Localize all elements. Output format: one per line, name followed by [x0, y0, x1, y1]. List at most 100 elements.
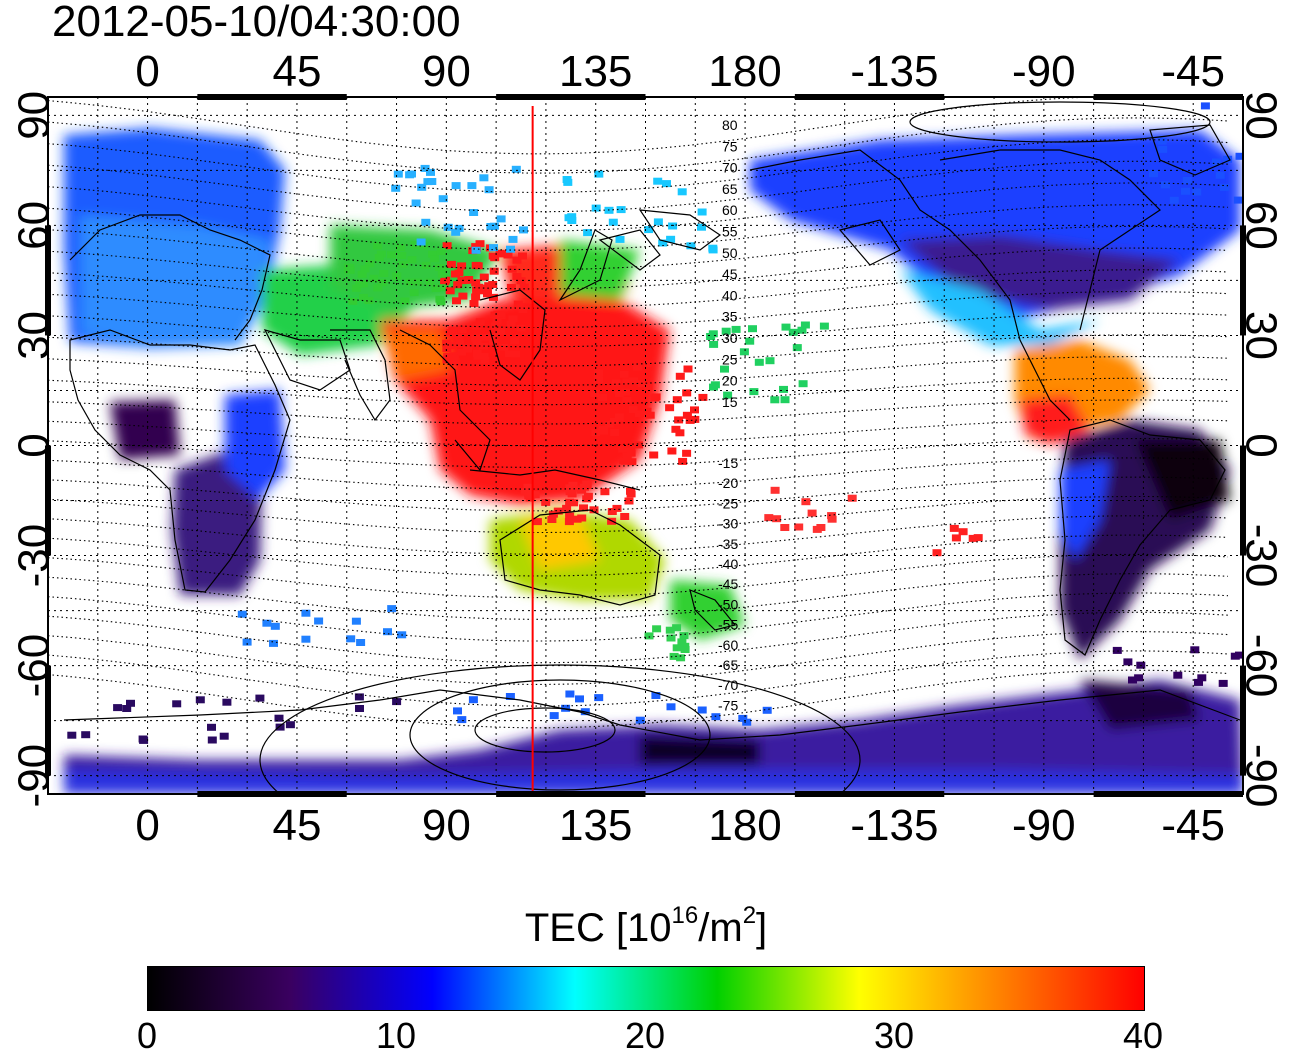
- tec-cell: [549, 712, 559, 720]
- tec-cell: [675, 429, 685, 437]
- contour-label: 40: [722, 287, 738, 303]
- tec-cell: [788, 328, 798, 336]
- tec-cell: [357, 270, 367, 278]
- tec-cell: [413, 278, 422, 286]
- tec-cell: [567, 217, 577, 224]
- tec-cell: [622, 396, 632, 404]
- contour-label: 55: [722, 224, 738, 240]
- tec-cell: [665, 404, 675, 412]
- tec-cell: [207, 723, 216, 731]
- tec-cell: [770, 486, 780, 494]
- contour-line: [48, 312, 1229, 348]
- tec-cell: [698, 393, 708, 401]
- colorbar-tick-label: 30: [873, 1015, 915, 1056]
- tec-cell: [742, 718, 752, 726]
- tec-cell: [745, 337, 755, 345]
- tec-cell: [626, 487, 635, 495]
- contour-label: 50: [722, 245, 738, 261]
- tec-cell: [416, 238, 426, 246]
- y-tick-label-left: -90: [9, 744, 58, 808]
- tec-cell: [505, 693, 515, 700]
- tec-cell: [373, 284, 383, 292]
- tec-cell: [690, 406, 699, 414]
- tec-cell: [611, 379, 621, 387]
- tec-cell: [219, 732, 229, 740]
- tec-cell: [622, 452, 632, 460]
- contour-line: [48, 247, 1229, 290]
- contour-line: [48, 139, 1229, 193]
- tec-cell: [393, 170, 403, 178]
- tec-cell: [242, 638, 252, 646]
- contour-line: [48, 495, 1229, 534]
- tec-cell: [425, 278, 435, 286]
- tec-cell: [472, 338, 482, 346]
- tec-cell: [672, 624, 682, 632]
- tec-cell: [800, 321, 810, 329]
- tec-cell: [958, 528, 968, 536]
- tec-cell: [489, 222, 499, 230]
- tec-cell: [541, 498, 551, 506]
- tec-cell: [1123, 658, 1133, 666]
- tec-cell: [360, 265, 370, 273]
- tec-cell: [443, 352, 453, 360]
- tec-cell: [561, 704, 571, 712]
- tec-cell: [680, 642, 690, 650]
- contour-label: 75: [722, 138, 738, 154]
- tec-cell: [387, 605, 397, 613]
- tec-cell: [525, 494, 535, 502]
- tec-cell: [423, 178, 433, 186]
- tec-cell: [458, 292, 468, 300]
- tec-cell: [396, 244, 406, 252]
- tec-cell: [622, 378, 632, 386]
- tec-cell: [471, 334, 481, 342]
- contour-line: [48, 534, 1229, 577]
- tec-cell: [676, 654, 686, 662]
- tec-cell: [816, 524, 826, 531]
- tec-cell: [627, 458, 637, 466]
- tec-cell: [662, 180, 671, 188]
- tec-cell: [469, 209, 479, 216]
- x-tick-label-top: -90: [1012, 47, 1076, 96]
- tec-cell: [421, 261, 431, 269]
- tec-cell: [608, 218, 618, 226]
- tec-cell: [449, 358, 459, 366]
- tec-cell: [506, 245, 515, 253]
- tec-cell: [489, 244, 498, 252]
- tec-cell: [493, 310, 503, 318]
- contour-line: [48, 290, 1229, 329]
- x-tick-label-top: 180: [708, 47, 781, 96]
- contour-label: 15: [722, 394, 738, 410]
- tec-cell: [445, 287, 455, 295]
- tec-cell: [666, 235, 676, 243]
- contour-line: [48, 117, 1229, 174]
- tec-cell: [1134, 674, 1144, 682]
- y-tick-label-right: 60: [1237, 201, 1286, 250]
- tec-colorbar: [147, 966, 1145, 1011]
- tec-cell: [510, 337, 520, 345]
- tec-cell: [642, 407, 652, 415]
- tec-cell: [634, 410, 644, 418]
- tec-cell: [301, 635, 311, 643]
- map-timestamp: 2012-05-10/04:30:00: [52, 0, 461, 46]
- tec-data-layer: [64, 102, 1243, 794]
- tec-cell: [697, 223, 706, 231]
- tec-cell: [519, 226, 528, 234]
- tec-cell: [748, 325, 757, 333]
- tec-cell: [562, 176, 572, 183]
- frame-tick-segment: [496, 94, 646, 100]
- y-tick-label-left: -30: [9, 524, 58, 588]
- contour-line: [48, 377, 1229, 406]
- coastlines: [63, 124, 1241, 741]
- tec-cell: [572, 515, 582, 523]
- contour-line: [48, 334, 1229, 367]
- contour-label: 20: [722, 373, 738, 389]
- tec-cell: [207, 736, 217, 744]
- tec-cell: [421, 218, 431, 226]
- tec-scatter-cells: [67, 102, 1243, 744]
- contour-label: 80: [722, 117, 738, 133]
- frame-tick-segment: [1093, 94, 1243, 100]
- contour-label: -55: [718, 617, 738, 633]
- tec-cell: [383, 628, 392, 636]
- tec-cell: [475, 318, 485, 326]
- contour-label: -50: [718, 596, 738, 612]
